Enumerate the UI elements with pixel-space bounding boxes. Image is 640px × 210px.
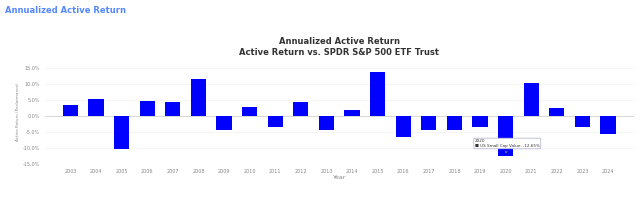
Bar (370, 72, 385, 116)
X-axis label: Year: Year (333, 175, 346, 180)
Bar (472, 116, 488, 127)
Bar (396, 116, 411, 137)
Bar (600, 116, 616, 134)
Bar (140, 101, 155, 116)
Bar (549, 108, 564, 116)
Bar (191, 79, 206, 116)
Bar (114, 116, 129, 150)
Bar (344, 110, 360, 116)
Bar (319, 116, 334, 130)
Bar (242, 106, 257, 116)
Bar (63, 105, 78, 116)
Bar (293, 102, 308, 116)
Bar (216, 116, 232, 130)
Bar (165, 102, 180, 116)
Bar (421, 116, 436, 130)
Bar (88, 98, 104, 116)
Title: Annualized Active Return
Active Return vs. SPDR S&P 500 ETF Trust: Annualized Active Return Active Return v… (239, 37, 439, 57)
Bar (524, 83, 539, 116)
Bar (498, 116, 513, 156)
Text: Annualized Active Return: Annualized Active Return (5, 6, 126, 15)
Text: 2020
■ US Small Cap Value: -12.65%: 2020 ■ US Small Cap Value: -12.65% (475, 139, 540, 153)
Bar (447, 116, 462, 130)
Y-axis label: Active Return (Performance): Active Return (Performance) (16, 82, 20, 140)
Bar (575, 116, 590, 127)
Bar (268, 116, 283, 127)
